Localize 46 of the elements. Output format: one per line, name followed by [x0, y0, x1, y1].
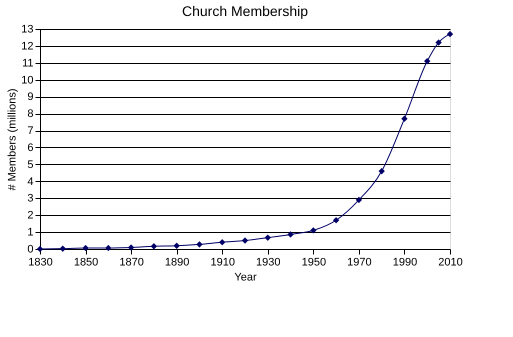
x-tick-label: 1830 [28, 256, 53, 268]
x-tick-label: 1950 [302, 256, 326, 268]
y-tick-label: 1 [27, 226, 34, 239]
x-tick-label: 1890 [164, 256, 190, 268]
y-tick-label: 2 [27, 210, 34, 222]
y-tick-label: 0 [27, 244, 34, 256]
y-tick-label: 13 [21, 24, 34, 36]
point [310, 227, 316, 234]
x-tick-label: 2010 [438, 256, 463, 268]
point [287, 231, 294, 238]
y-tick-label: 11 [22, 57, 34, 70]
y-tick-label: 9 [27, 91, 34, 104]
y-tick-label: 6 [27, 142, 34, 154]
x-tick-label: 1970 [347, 256, 372, 268]
point [174, 242, 180, 249]
point [82, 244, 89, 252]
point [435, 39, 442, 46]
point [128, 244, 134, 251]
y-tick-label: 7 [27, 125, 34, 138]
y-tick-label: 8 [27, 108, 34, 120]
y-tick-label: 3 [27, 192, 34, 205]
y-tick-label: 12 [21, 40, 34, 52]
y-axis-title: # Members (millions) [6, 88, 18, 191]
point [105, 244, 112, 252]
chart-title: Church Membership [182, 3, 308, 19]
point [446, 30, 454, 38]
point [332, 217, 340, 224]
x-tick-label: 1870 [119, 256, 144, 268]
point [401, 116, 408, 122]
point [264, 234, 271, 241]
y-tick-label: 5 [27, 158, 34, 171]
point [356, 196, 362, 204]
x-tick-label: 1930 [256, 256, 281, 268]
x-tick-label: 1850 [74, 256, 98, 268]
point [150, 243, 158, 250]
y-tick-label: 10 [21, 74, 34, 86]
point [196, 241, 203, 248]
point [424, 58, 430, 64]
point [242, 237, 248, 244]
point [378, 168, 385, 174]
x-axis-title: Year [234, 272, 257, 284]
y-tick-label: 4 [27, 176, 34, 188]
x-tick-label: 1990 [392, 256, 418, 268]
point [60, 246, 66, 252]
point [219, 239, 226, 246]
x-tick-label: 1910 [210, 256, 235, 268]
